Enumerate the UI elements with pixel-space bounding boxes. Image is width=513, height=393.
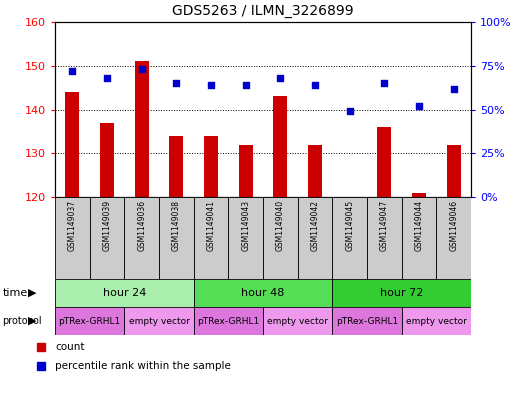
Bar bbox=[437, 197, 471, 279]
Bar bbox=[55, 307, 124, 335]
Text: GSM1149046: GSM1149046 bbox=[449, 200, 458, 252]
Text: pTRex-GRHL1: pTRex-GRHL1 bbox=[336, 316, 398, 325]
Bar bbox=[447, 145, 461, 197]
Text: GSM1149042: GSM1149042 bbox=[310, 200, 320, 251]
Bar bbox=[378, 127, 391, 197]
Bar bbox=[65, 92, 80, 197]
Bar bbox=[124, 197, 159, 279]
Bar bbox=[298, 197, 332, 279]
Bar bbox=[273, 96, 287, 197]
Point bbox=[103, 75, 111, 81]
Bar bbox=[402, 307, 471, 335]
Text: pTRex-GRHL1: pTRex-GRHL1 bbox=[197, 316, 260, 325]
Point bbox=[68, 68, 76, 74]
Point bbox=[311, 82, 319, 88]
Text: GSM1149041: GSM1149041 bbox=[207, 200, 215, 251]
Point bbox=[380, 80, 388, 86]
Point bbox=[346, 108, 354, 114]
Title: GDS5263 / ILMN_3226899: GDS5263 / ILMN_3226899 bbox=[172, 4, 354, 18]
Text: GSM1149037: GSM1149037 bbox=[68, 200, 77, 252]
Bar bbox=[332, 197, 367, 279]
Bar bbox=[194, 279, 332, 307]
Point bbox=[276, 75, 284, 81]
Bar bbox=[159, 197, 194, 279]
Text: GSM1149047: GSM1149047 bbox=[380, 200, 389, 252]
Bar bbox=[239, 145, 252, 197]
Text: GSM1149039: GSM1149039 bbox=[103, 200, 111, 252]
Point bbox=[415, 103, 423, 109]
Bar bbox=[135, 61, 149, 197]
Text: GSM1149040: GSM1149040 bbox=[276, 200, 285, 252]
Bar bbox=[308, 145, 322, 197]
Point bbox=[449, 85, 458, 92]
Bar bbox=[169, 136, 183, 197]
Bar bbox=[332, 307, 402, 335]
Bar bbox=[194, 307, 263, 335]
Text: time: time bbox=[3, 288, 28, 298]
Bar bbox=[332, 279, 471, 307]
Point bbox=[242, 82, 250, 88]
Bar bbox=[204, 136, 218, 197]
Bar bbox=[100, 123, 114, 197]
Text: hour 48: hour 48 bbox=[241, 288, 285, 298]
Bar bbox=[194, 197, 228, 279]
Text: percentile rank within the sample: percentile rank within the sample bbox=[55, 361, 231, 371]
Bar bbox=[412, 193, 426, 197]
Text: count: count bbox=[55, 342, 85, 353]
Bar bbox=[90, 197, 124, 279]
Text: GSM1149036: GSM1149036 bbox=[137, 200, 146, 252]
Text: GSM1149043: GSM1149043 bbox=[241, 200, 250, 252]
Text: protocol: protocol bbox=[3, 316, 42, 326]
Text: ▶: ▶ bbox=[28, 288, 37, 298]
Text: empty vector: empty vector bbox=[267, 316, 328, 325]
Bar bbox=[55, 279, 194, 307]
Bar bbox=[263, 307, 332, 335]
Bar bbox=[263, 197, 298, 279]
Text: GSM1149045: GSM1149045 bbox=[345, 200, 354, 252]
Text: empty vector: empty vector bbox=[406, 316, 467, 325]
Text: GSM1149038: GSM1149038 bbox=[172, 200, 181, 251]
Text: GSM1149044: GSM1149044 bbox=[415, 200, 424, 252]
Point bbox=[207, 82, 215, 88]
Bar bbox=[55, 197, 90, 279]
Text: ▶: ▶ bbox=[28, 316, 37, 326]
Bar bbox=[124, 307, 194, 335]
Text: pTRex-GRHL1: pTRex-GRHL1 bbox=[58, 316, 121, 325]
Text: hour 72: hour 72 bbox=[380, 288, 423, 298]
Bar bbox=[228, 197, 263, 279]
Point bbox=[137, 66, 146, 72]
Text: hour 24: hour 24 bbox=[103, 288, 146, 298]
Text: empty vector: empty vector bbox=[129, 316, 189, 325]
Bar bbox=[367, 197, 402, 279]
Bar bbox=[402, 197, 437, 279]
Point bbox=[172, 80, 181, 86]
